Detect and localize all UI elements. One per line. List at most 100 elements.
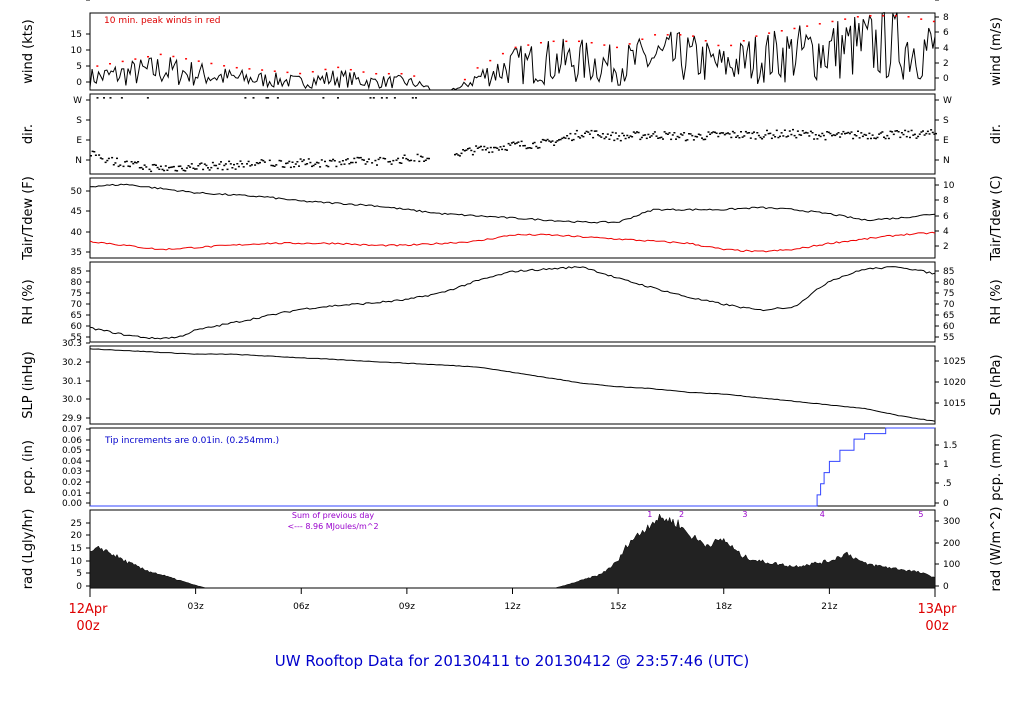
direction-point	[471, 153, 474, 156]
direction-point	[790, 133, 793, 136]
wind-peak-mark	[907, 16, 910, 18]
direction-point	[551, 140, 554, 142]
rh-tick-label-left: 60	[71, 322, 83, 332]
direction-point	[699, 134, 702, 136]
direction-point	[208, 169, 211, 171]
direction-point	[233, 163, 235, 166]
direction-point	[809, 130, 812, 133]
pcp-tick-label-left: 0.02	[62, 478, 82, 488]
direction-point	[520, 140, 523, 143]
direction-point	[756, 132, 759, 134]
wind-peak-mark	[273, 70, 276, 72]
direction-point	[177, 165, 180, 168]
direction-point	[668, 132, 671, 134]
direction-point	[135, 162, 138, 164]
direction-point	[107, 157, 110, 160]
dir-tick-label-right: E	[943, 136, 949, 146]
direction-point	[129, 165, 131, 168]
direction-point	[832, 134, 835, 136]
wind-peak-mark	[248, 68, 251, 70]
direction-point	[834, 134, 837, 137]
direction-point	[353, 157, 356, 160]
direction-point	[577, 136, 580, 138]
direction-point	[907, 130, 910, 133]
direction-point	[670, 138, 673, 141]
direction-point	[480, 145, 482, 148]
wind-peak-mark	[527, 44, 530, 46]
direction-point	[803, 132, 806, 134]
dir-tick-label-left: S	[76, 116, 82, 126]
direction-point	[330, 160, 333, 162]
direction-point	[870, 137, 872, 140]
direction-point	[585, 130, 588, 133]
direction-point	[380, 97, 383, 99]
direction-point	[844, 132, 846, 135]
direction-point	[640, 136, 643, 139]
direction-point	[819, 135, 822, 138]
direction-point	[883, 136, 885, 138]
tair-line	[89, 183, 936, 224]
direction-point	[361, 158, 364, 161]
direction-point	[294, 163, 297, 165]
direction-point	[718, 132, 721, 135]
direction-point	[184, 170, 187, 172]
direction-point	[569, 132, 572, 135]
direction-point	[262, 159, 265, 162]
direction-point	[473, 150, 476, 153]
wind-peak-mark	[856, 16, 859, 18]
direction-point	[454, 153, 456, 156]
tdew-line	[89, 231, 936, 253]
direction-point	[735, 136, 738, 138]
direction-point	[676, 135, 679, 138]
direction-point	[634, 132, 637, 134]
radiation-marker: 5	[918, 510, 923, 519]
direction-point	[614, 132, 617, 134]
direction-point	[301, 160, 304, 163]
direction-point	[814, 134, 817, 136]
direction-point	[385, 97, 388, 99]
direction-point	[769, 132, 772, 135]
direction-point	[198, 163, 201, 165]
direction-point	[678, 136, 681, 139]
direction-point	[610, 134, 612, 137]
direction-point	[210, 166, 213, 169]
direction-point	[881, 131, 884, 133]
direction-point	[158, 168, 161, 170]
direction-point	[759, 136, 762, 139]
direction-point	[463, 150, 466, 152]
direction-point	[894, 130, 897, 132]
direction-point	[879, 132, 882, 134]
wind-peak-mark	[730, 44, 733, 47]
direction-point	[855, 135, 858, 137]
direction-point	[510, 142, 513, 144]
direction-point	[601, 133, 604, 135]
direction-point	[600, 136, 603, 138]
wind-peak-mark	[539, 41, 542, 44]
direction-point	[840, 133, 843, 135]
direction-point	[896, 130, 898, 132]
direction-point	[166, 169, 169, 171]
radiation-area	[89, 513, 936, 589]
direction-point	[741, 136, 744, 138]
direction-point	[637, 131, 640, 134]
direction-point	[324, 160, 326, 163]
direction-point	[933, 133, 936, 135]
temp-tick-label-left: 45	[71, 207, 82, 217]
direction-point	[333, 160, 336, 162]
wind-peak-mark	[223, 65, 226, 67]
slp-tick-label-left: 30.1	[62, 377, 82, 387]
direction-point	[738, 137, 741, 139]
direction-point	[715, 132, 718, 134]
direction-point	[811, 132, 814, 134]
direction-point	[627, 136, 630, 139]
wind-peak-mark	[172, 55, 175, 58]
direction-point	[367, 158, 370, 160]
direction-point	[606, 133, 609, 135]
direction-point	[597, 134, 599, 136]
direction-point	[302, 159, 305, 161]
direction-point	[806, 132, 809, 134]
direction-point	[307, 158, 310, 160]
direction-point	[390, 163, 393, 165]
direction-point	[237, 165, 240, 168]
